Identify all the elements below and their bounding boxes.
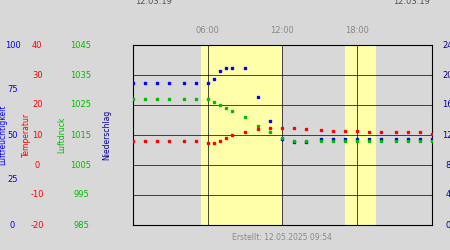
Text: 0: 0: [445, 220, 450, 230]
Bar: [345, 45, 376, 225]
Text: 1015: 1015: [71, 130, 91, 140]
Text: 12.03.19: 12.03.19: [135, 0, 172, 6]
Text: 20: 20: [442, 70, 450, 80]
Text: 50: 50: [7, 130, 18, 140]
Text: Temperatur: Temperatur: [22, 113, 31, 157]
Text: 06:00: 06:00: [196, 26, 220, 35]
Text: 30: 30: [32, 70, 43, 80]
Text: Luftdruck: Luftdruck: [58, 117, 67, 153]
Text: Niederschlag: Niederschlag: [102, 110, 111, 160]
Text: -20: -20: [31, 220, 44, 230]
Text: 12: 12: [442, 130, 450, 140]
Text: 25: 25: [7, 176, 18, 184]
Bar: [201, 45, 283, 225]
Text: 12.03.19: 12.03.19: [393, 0, 430, 6]
Text: Erstellt: 12.05.2025 09:54: Erstellt: 12.05.2025 09:54: [233, 234, 332, 242]
Text: 995: 995: [73, 190, 89, 200]
Text: 40: 40: [32, 40, 43, 50]
Text: 1035: 1035: [71, 70, 91, 80]
Text: 1005: 1005: [71, 160, 91, 170]
Text: Luftfeuchtigkeit: Luftfeuchtigkeit: [0, 105, 8, 165]
Text: 75: 75: [7, 86, 18, 94]
Text: 16: 16: [442, 100, 450, 110]
Text: 0: 0: [10, 220, 15, 230]
Text: 985: 985: [73, 220, 89, 230]
Text: 100: 100: [4, 40, 21, 50]
Text: 12:00: 12:00: [270, 26, 294, 35]
Text: 1045: 1045: [71, 40, 91, 50]
Text: 24: 24: [442, 40, 450, 50]
Text: 8: 8: [445, 160, 450, 170]
Text: 20: 20: [32, 100, 43, 110]
Text: 4: 4: [445, 190, 450, 200]
Text: 1025: 1025: [71, 100, 91, 110]
Text: 18:00: 18:00: [345, 26, 369, 35]
Text: 0: 0: [35, 160, 40, 170]
Text: -10: -10: [31, 190, 44, 200]
Text: 10: 10: [32, 130, 43, 140]
